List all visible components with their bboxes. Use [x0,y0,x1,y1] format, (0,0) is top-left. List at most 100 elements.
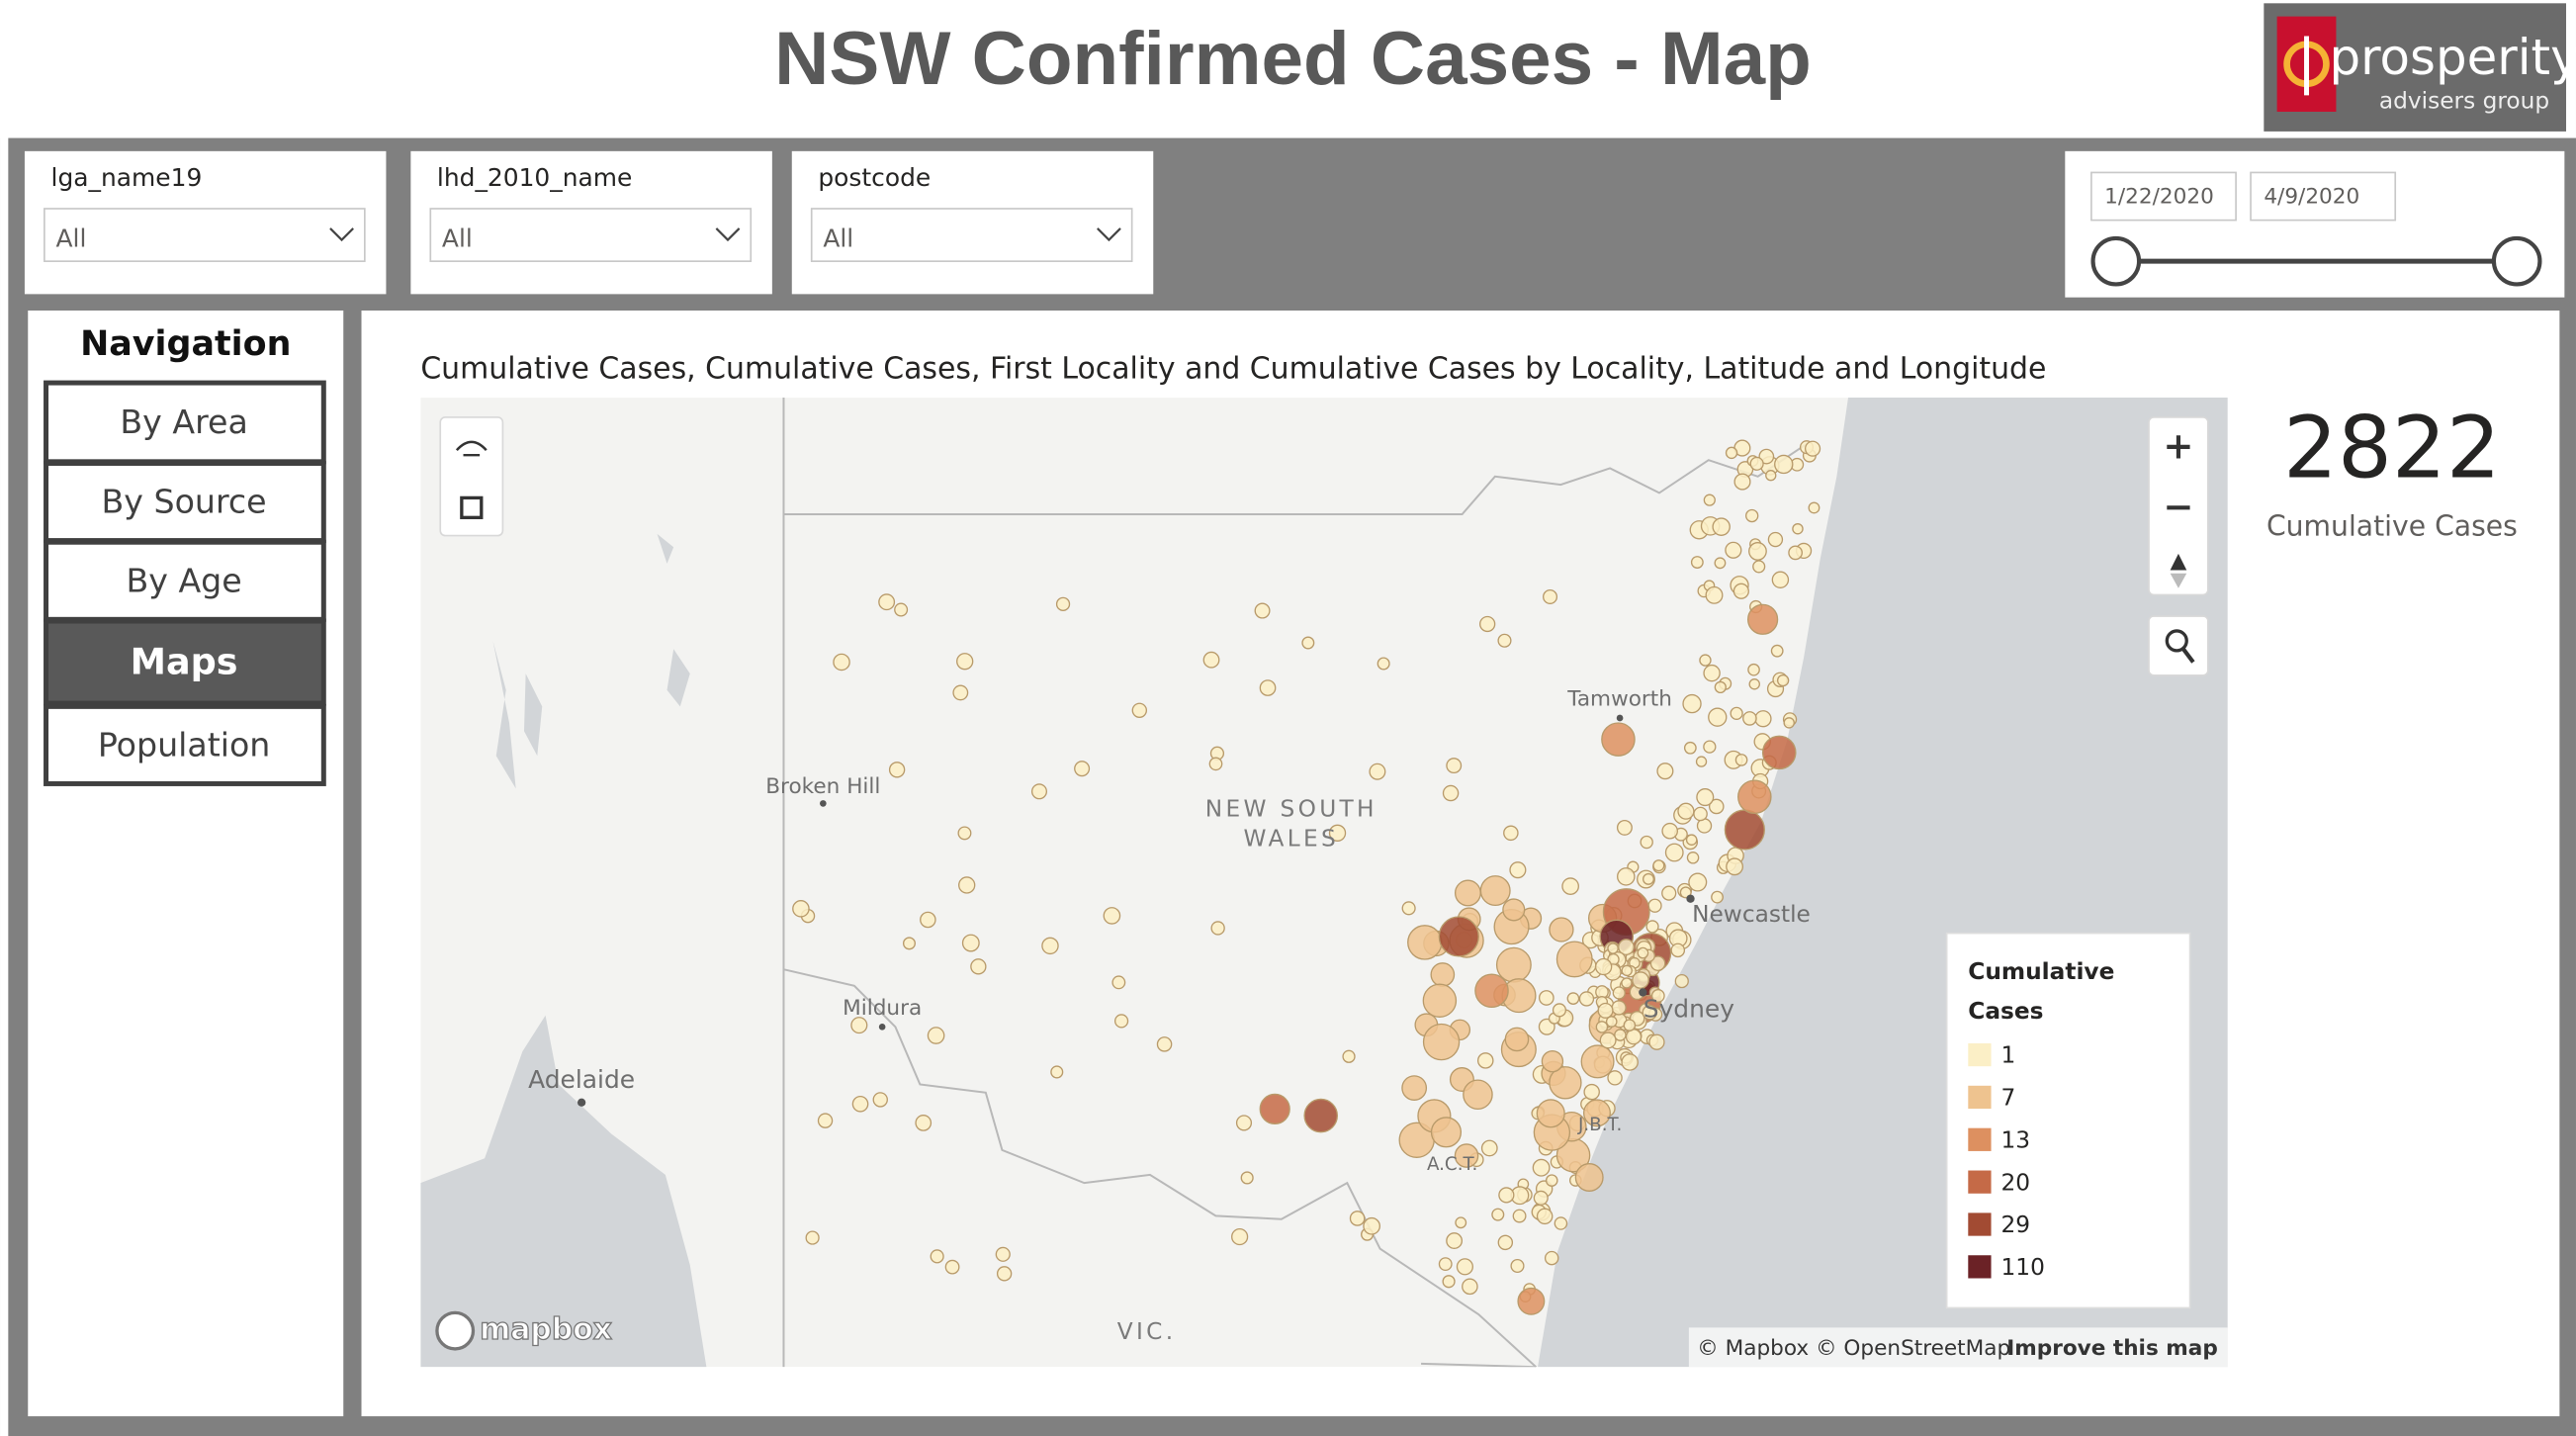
case-marker [1595,1021,1609,1033]
place-label: J.B.T. [1577,1115,1622,1135]
case-marker [1422,1023,1461,1061]
case-marker [1632,971,1649,989]
case-marker [1430,962,1456,987]
filter-dropdown[interactable] [44,208,366,262]
case-marker [1131,702,1148,718]
nav-label: Maps [131,641,238,683]
case-marker [1679,886,1692,899]
legend-label: 110 [2001,1254,2045,1281]
case-marker [1517,1287,1546,1315]
case-marker [1711,890,1724,904]
case-marker [920,911,936,929]
search-tool[interactable] [2165,629,2188,653]
date-start-box[interactable] [2090,171,2237,222]
case-marker [1442,784,1460,802]
case-marker [1792,522,1804,535]
case-marker [1724,809,1765,851]
region-label: VIC. [1117,1318,1177,1345]
case-marker [1804,440,1821,457]
case-marker [1555,941,1593,978]
case-marker [1498,1187,1515,1204]
improve-map-link[interactable]: Improve this map [2006,1336,2218,1361]
case-marker [1491,1208,1505,1221]
case-marker [1240,1171,1254,1185]
filter-dropdown[interactable] [429,208,753,262]
case-marker [1574,1163,1604,1192]
city-dot [1639,988,1647,997]
case-marker [1303,1098,1339,1133]
case-marker [1041,937,1059,955]
case-marker [850,1017,868,1034]
filter-value: All [823,224,853,253]
city-dot [1616,714,1624,722]
nav-button[interactable] [44,380,326,465]
dropdown-chevron [715,227,741,242]
place-label: Mildura [843,996,922,1021]
rect-select-tool[interactable] [460,495,484,519]
case-marker [1512,1209,1527,1223]
case-marker [1050,1065,1064,1079]
date-end: 4/9/2020 [2264,184,2359,209]
case-marker [1682,693,1702,714]
case-marker [1578,991,1595,1007]
legend-swatch [1968,1170,1992,1194]
legend-label: 20 [2001,1169,2031,1196]
case-marker [1533,1190,1549,1206]
legend-label: 29 [2001,1212,2031,1238]
case-marker [1594,957,1613,976]
slider-handle[interactable] [2090,235,2142,287]
nav-button[interactable] [44,703,326,786]
case-marker [1758,448,1775,465]
case-marker [1235,1115,1253,1131]
case-marker [1705,585,1724,604]
zoom-in[interactable] [2167,435,2190,459]
case-marker [1401,901,1416,916]
case-marker [1156,1036,1173,1052]
case-marker [1231,1227,1249,1246]
case-marker [1607,942,1619,954]
border-vic-east [1421,1362,1537,1368]
lasso-tool[interactable] [455,440,488,457]
case-marker [1642,1004,1658,1021]
case-marker [1745,508,1759,523]
case-marker [1693,806,1708,822]
case-marker [927,1027,945,1044]
case-marker [1688,872,1708,892]
case-marker [833,653,850,672]
case-marker [1730,706,1743,720]
case-marker [1502,898,1526,922]
legend-swatch [1968,1127,1992,1151]
slider-handle[interactable] [2491,235,2542,287]
nav-button[interactable] [44,618,326,706]
case-marker [1708,707,1728,727]
case-marker [1369,763,1386,780]
logo-tagline: advisers group [2379,88,2549,115]
case-marker [1616,819,1633,836]
case-marker [1074,761,1091,777]
case-marker [1342,1049,1356,1063]
case-marker [930,1249,944,1264]
case-marker [957,826,972,841]
legend-label: 7 [2001,1085,2016,1112]
case-marker [1030,783,1048,800]
case-marker [1599,1032,1617,1049]
lakes [492,533,690,789]
case-marker [1683,741,1697,755]
case-marker [1726,857,1744,876]
filter-dropdown[interactable] [810,208,1133,262]
case-marker [1695,756,1708,767]
case-marker [1479,615,1496,633]
dropdown-chevron [329,227,354,242]
case-marker [1438,1257,1453,1272]
date-end-box[interactable] [2250,171,2397,222]
legend-label: 13 [2001,1126,2031,1153]
case-marker [1670,942,1686,958]
nav-button[interactable] [44,539,326,622]
compass[interactable] [2170,553,2187,571]
place-label: Sydney [1643,995,1734,1024]
case-marker [1614,1029,1627,1041]
mapbox-icon [435,1310,476,1351]
legend-box [1945,932,2191,1309]
case-marker [1623,1019,1637,1032]
